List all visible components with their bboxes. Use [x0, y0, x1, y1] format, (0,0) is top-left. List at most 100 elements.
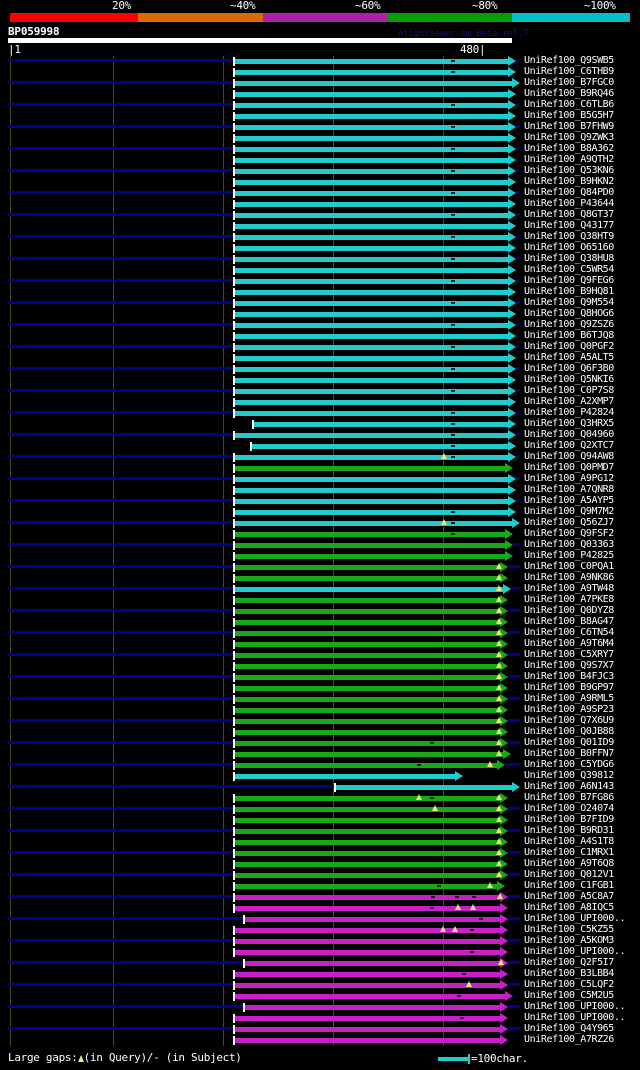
alignment-bar[interactable] [245, 1005, 500, 1010]
alignment-row[interactable]: UniRef100_P42825 [0, 550, 640, 562]
alignment-row[interactable]: UniRef100_A9T6M4 [0, 638, 640, 650]
alignment-row-label[interactable]: UniRef100_A5C8A7 [524, 891, 614, 902]
alignment-bar[interactable] [235, 235, 508, 240]
alignment-bar[interactable] [235, 851, 500, 856]
alignment-row[interactable]: UniRef100_B8A362 [0, 143, 640, 155]
alignment-row[interactable]: UniRef100_C6THB9 [0, 66, 640, 78]
alignment-bar[interactable] [245, 961, 500, 966]
alignment-row-label[interactable]: UniRef100_C6TN54 [524, 627, 614, 638]
alignment-row[interactable]: UniRef100_C6TN54 [0, 627, 640, 639]
alignment-row-label[interactable]: UniRef100_B3LBB4 [524, 968, 614, 979]
alignment-bar[interactable] [235, 312, 508, 317]
alignment-row[interactable]: UniRef100_A5AYP5 [0, 495, 640, 507]
alignment-row-label[interactable]: UniRef100_Q56ZJ7 [524, 517, 614, 528]
alignment-bar[interactable] [235, 59, 508, 64]
alignment-row-label[interactable]: UniRef100_Q6F3B0 [524, 363, 614, 374]
alignment-row[interactable]: UniRef100_B4FJC3 [0, 671, 640, 683]
alignment-row[interactable]: UniRef100_Q39812 [0, 770, 640, 782]
alignment-row[interactable]: UniRef100_Q01ID9 [0, 737, 640, 749]
alignment-bar[interactable] [235, 873, 500, 878]
alignment-row-label[interactable]: UniRef100_Q0PMD7 [524, 462, 614, 473]
alignment-row-label[interactable]: UniRef100_B7FID9 [524, 814, 614, 825]
alignment-row-label[interactable]: UniRef100_B7FG86 [524, 792, 614, 803]
alignment-row-label[interactable]: UniRef100_Q012V1 [524, 869, 614, 880]
alignment-row[interactable]: UniRef100_Q56ZJ7 [0, 517, 640, 529]
alignment-row-label[interactable]: UniRef100_B8AG47 [524, 616, 614, 627]
alignment-row[interactable]: UniRef100_C5XRY7 [0, 649, 640, 661]
alignment-row[interactable]: UniRef100_B9RQ46 [0, 88, 640, 100]
alignment-bar[interactable] [235, 620, 500, 625]
alignment-row-label[interactable]: UniRef100_Q9S7X7 [524, 660, 614, 671]
alignment-row-label[interactable]: UniRef100_P43644 [524, 198, 614, 209]
alignment-row[interactable]: UniRef100_Q9FEG6 [0, 275, 640, 287]
alignment-row-label[interactable]: UniRef100_UPI000.. [524, 913, 626, 924]
alignment-row-label[interactable]: UniRef100_C1MRX1 [524, 847, 614, 858]
alignment-row[interactable]: UniRef100_A9QTH2 [0, 154, 640, 166]
alignment-bar[interactable] [235, 631, 500, 636]
alignment-row[interactable]: UniRef100_Q7X6U9 [0, 715, 640, 727]
alignment-row[interactable]: UniRef100_C5LQF2 [0, 979, 640, 991]
alignment-row[interactable]: UniRef100_C0PQA1 [0, 561, 640, 573]
alignment-row-label[interactable]: UniRef100_Q5NKI6 [524, 374, 614, 385]
alignment-bar[interactable] [235, 290, 508, 295]
alignment-bar[interactable] [235, 1016, 500, 1021]
alignment-row-label[interactable]: UniRef100_O24074 [524, 803, 614, 814]
alignment-row[interactable]: UniRef100_Q9ZWK3 [0, 132, 640, 144]
alignment-row-label[interactable]: UniRef100_P42824 [524, 407, 614, 418]
alignment-bar[interactable] [254, 422, 508, 427]
alignment-row-label[interactable]: UniRef100_A2XMP7 [524, 396, 614, 407]
alignment-row-label[interactable]: UniRef100_Q39812 [524, 770, 614, 781]
alignment-bar[interactable] [235, 994, 505, 999]
alignment-row-label[interactable]: UniRef100_A9SP23 [524, 704, 614, 715]
alignment-bar[interactable] [235, 103, 508, 108]
alignment-bar[interactable] [235, 367, 508, 372]
alignment-bar[interactable] [235, 609, 500, 614]
alignment-row-label[interactable]: UniRef100_A9NK86 [524, 572, 614, 583]
alignment-bar[interactable] [235, 411, 508, 416]
alignment-row[interactable]: UniRef100_B3LBB4 [0, 968, 640, 980]
alignment-bar[interactable] [235, 950, 500, 955]
alignment-bar[interactable] [235, 323, 508, 328]
alignment-bar[interactable] [235, 972, 500, 977]
alignment-bar[interactable] [235, 697, 500, 702]
alignment-bar[interactable] [235, 224, 508, 229]
alignment-row[interactable]: UniRef100_Q2F5I7 [0, 957, 640, 969]
alignment-row[interactable]: UniRef100_B9GP97 [0, 682, 640, 694]
alignment-row[interactable]: UniRef100_B9HQ81 [0, 286, 640, 298]
alignment-row[interactable]: UniRef100_Q8HOG6 [0, 308, 640, 320]
alignment-row[interactable]: UniRef100_Q9SWB5 [0, 55, 640, 67]
alignment-bar[interactable] [235, 1038, 500, 1043]
alignment-bar[interactable] [235, 598, 500, 603]
alignment-row-label[interactable]: UniRef100_B7FGC0 [524, 77, 614, 88]
alignment-row-label[interactable]: UniRef100_Q8GT37 [524, 209, 614, 220]
alignment-row-label[interactable]: UniRef100_C5M2U5 [524, 990, 614, 1001]
alignment-row-label[interactable]: UniRef100_A5AYP5 [524, 495, 614, 506]
alignment-row-label[interactable]: UniRef100_Q3HRX5 [524, 418, 614, 429]
alignment-bar[interactable] [235, 895, 500, 900]
alignment-row[interactable]: UniRef100_UPI000.. [0, 1001, 640, 1013]
alignment-bar[interactable] [235, 510, 508, 515]
alignment-bar[interactable] [235, 532, 505, 537]
alignment-row[interactable]: UniRef100_Q0DYZ8 [0, 605, 640, 617]
alignment-bar[interactable] [235, 268, 508, 273]
alignment-row-label[interactable]: UniRef100_C0P7S8 [524, 385, 614, 396]
alignment-row-label[interactable]: UniRef100_P42825 [524, 550, 614, 561]
alignment-row-label[interactable]: UniRef100_Q0DYZ8 [524, 605, 614, 616]
alignment-bar[interactable] [235, 158, 508, 163]
alignment-row[interactable]: UniRef100_Q94AW8 [0, 451, 640, 463]
alignment-bar[interactable] [235, 708, 500, 713]
alignment-bar[interactable] [235, 488, 508, 493]
alignment-bar[interactable] [235, 466, 505, 471]
alignment-bar[interactable] [235, 301, 508, 306]
alignment-bar[interactable] [235, 92, 508, 97]
alignment-row-label[interactable]: UniRef100_Q4Y965 [524, 1023, 614, 1034]
alignment-bar[interactable] [235, 554, 505, 559]
alignment-row[interactable]: UniRef100_Q4Y965 [0, 1023, 640, 1035]
alignment-row-label[interactable]: UniRef100_Q9FEG6 [524, 275, 614, 286]
alignment-row[interactable]: UniRef100_Q53KN6 [0, 165, 640, 177]
alignment-bar[interactable] [235, 499, 508, 504]
alignment-row-label[interactable]: UniRef100_Q0JB88 [524, 726, 614, 737]
alignment-row-label[interactable]: UniRef100_B8A362 [524, 143, 614, 154]
alignment-row-label[interactable]: UniRef100_UPI000.. [524, 1012, 626, 1023]
alignment-bar[interactable] [235, 939, 500, 944]
